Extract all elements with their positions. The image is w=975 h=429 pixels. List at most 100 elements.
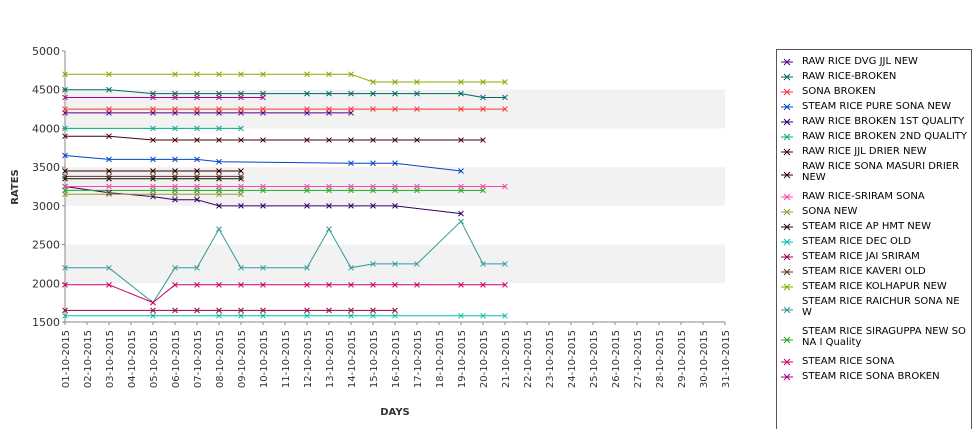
data-point	[260, 307, 266, 314]
legend-marker-icon	[781, 58, 793, 66]
data-point	[172, 125, 178, 132]
data-point	[348, 137, 354, 143]
data-point	[150, 156, 156, 163]
y-tick-label: 4000	[32, 122, 60, 135]
data-point	[62, 152, 68, 159]
legend-label: RAW RICE SONA MASURI DRIER NEW	[802, 161, 960, 183]
x-tick-label: 18-10-2015	[435, 330, 446, 388]
data-point	[150, 299, 156, 306]
data-point	[260, 312, 266, 319]
legend-item: SONA BROKEN	[777, 86, 971, 97]
data-point	[348, 307, 354, 314]
x-tick-label: 30-10-2015	[699, 330, 710, 388]
data-point	[106, 106, 112, 112]
data-point	[172, 168, 178, 174]
x-tick-label: 20-10-2015	[479, 330, 490, 388]
data-point	[62, 133, 68, 140]
data-point	[326, 90, 332, 97]
legend-item: RAW RICE BROKEN 1ST QUALITY	[777, 116, 971, 127]
legend-marker-icon	[781, 208, 793, 216]
legend-marker-icon	[781, 223, 793, 231]
legend-item: SONA NEW	[777, 206, 971, 217]
data-point	[304, 307, 310, 314]
data-point	[216, 106, 222, 112]
legend-item: RAW RICE JJL DRIER NEW	[777, 146, 971, 157]
data-point	[392, 106, 398, 112]
data-point	[62, 187, 68, 194]
legend-label: RAW RICE JJL DRIER NEW	[802, 146, 927, 157]
data-point	[392, 187, 398, 194]
x-tick-label: 03-10-2015	[105, 330, 116, 388]
data-point	[106, 173, 112, 180]
data-point	[62, 71, 68, 78]
series-line	[65, 284, 505, 304]
data-point	[392, 312, 398, 319]
data-point	[480, 187, 486, 194]
data-point	[260, 203, 266, 209]
data-point	[172, 281, 178, 288]
data-point	[216, 187, 222, 194]
data-point	[216, 94, 222, 101]
data-point	[414, 79, 420, 85]
legend-marker-icon	[781, 103, 793, 111]
legend-item: STEAM RICE PURE SONA NEW	[777, 101, 971, 112]
data-point	[216, 137, 222, 143]
data-point	[414, 106, 420, 112]
data-point	[172, 307, 178, 314]
data-point	[238, 264, 244, 271]
data-point	[326, 203, 332, 209]
data-point	[238, 175, 244, 182]
data-point	[392, 307, 398, 314]
series-line	[64, 186, 462, 215]
data-point	[194, 156, 200, 163]
data-point	[458, 312, 464, 319]
data-point	[216, 173, 222, 180]
x-tick-label: 05-10-2015	[149, 330, 160, 388]
x-tick-label: 08-10-2015	[215, 330, 226, 388]
legend-marker-icon	[781, 171, 793, 179]
data-point	[216, 125, 222, 132]
data-point	[260, 94, 266, 101]
data-point	[304, 264, 310, 271]
legend-marker-icon	[781, 88, 793, 96]
data-point	[216, 71, 222, 78]
data-point	[260, 137, 266, 143]
legend-item: STEAM RICE JAI SRIRAM	[777, 251, 971, 262]
data-point	[238, 307, 244, 314]
x-tick-label: 04-10-2015	[127, 330, 138, 388]
x-axis-label: DAYS	[380, 407, 410, 418]
data-point	[480, 106, 486, 112]
data-point	[62, 86, 68, 93]
legend-marker-icon	[781, 238, 793, 246]
legend-item: STEAM RICE DEC OLD	[777, 236, 971, 247]
data-point	[458, 90, 464, 97]
data-point	[304, 312, 310, 319]
legend-label: RAW RICE DVG JJL NEW	[802, 56, 918, 67]
data-point	[348, 106, 354, 112]
data-point	[194, 125, 200, 132]
data-point	[260, 264, 266, 271]
data-point	[370, 281, 376, 288]
data-point	[348, 203, 354, 209]
legend-item: STEAM RICE RAICHUR SONA NEW	[777, 296, 971, 318]
data-point	[502, 281, 508, 288]
legend-marker-icon	[781, 268, 793, 276]
data-point	[238, 106, 244, 112]
data-point	[326, 137, 332, 143]
x-tick-label: 31-10-2015	[721, 330, 732, 388]
data-point	[304, 187, 310, 194]
data-point	[414, 261, 420, 267]
x-tick-label: 15-10-2015	[369, 330, 380, 388]
data-point	[458, 281, 464, 288]
legend-marker-icon	[781, 306, 793, 314]
data-point	[150, 175, 156, 182]
legend-item: RAW RICE-BROKEN	[777, 71, 971, 82]
data-point	[194, 196, 200, 203]
chart-legend: RAW RICE DVG JJL NEW RAW RICE-BROKEN SONA …	[776, 49, 972, 429]
data-point	[414, 137, 420, 143]
data-point	[106, 86, 112, 93]
x-tick-label: 22-10-2015	[523, 330, 534, 388]
data-point	[216, 307, 222, 314]
data-point	[480, 79, 486, 85]
